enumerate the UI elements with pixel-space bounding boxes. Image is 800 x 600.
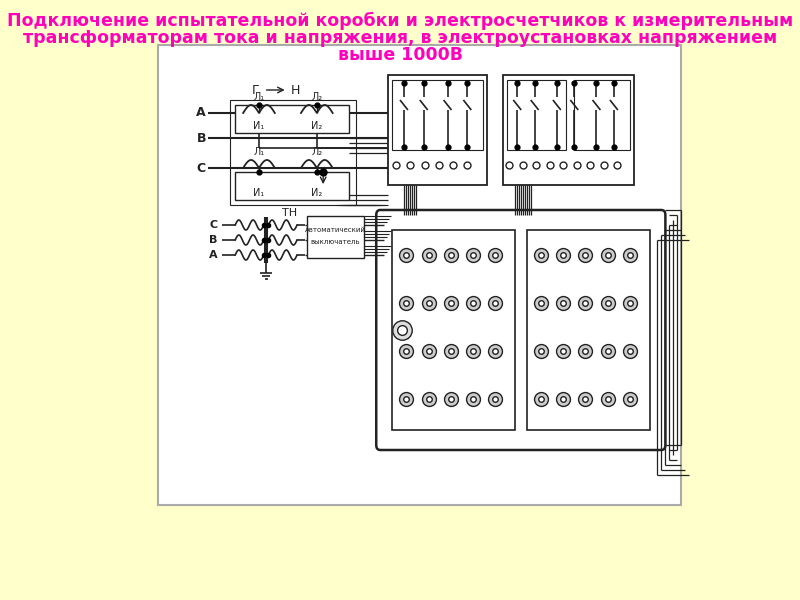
Text: Л₁: Л₁ bbox=[254, 147, 265, 157]
Text: Л₂: Л₂ bbox=[311, 92, 322, 102]
Text: В: В bbox=[197, 131, 206, 145]
Text: ТН: ТН bbox=[282, 208, 297, 218]
Text: Л₂: Л₂ bbox=[311, 147, 322, 157]
Text: выше 1000В: выше 1000В bbox=[338, 46, 462, 64]
Text: С: С bbox=[197, 161, 206, 175]
Bar bbox=[388, 75, 487, 185]
Text: Л₁: Л₁ bbox=[254, 92, 265, 102]
Bar bbox=[392, 230, 515, 430]
Bar bbox=[158, 45, 682, 505]
Text: А: А bbox=[209, 250, 218, 260]
Text: И₂: И₂ bbox=[311, 121, 322, 131]
Text: И₁: И₁ bbox=[254, 188, 265, 198]
FancyBboxPatch shape bbox=[376, 210, 666, 450]
Bar bbox=[503, 75, 634, 185]
Bar bbox=[235, 172, 349, 200]
Text: Н: Н bbox=[290, 83, 300, 97]
Bar bbox=[235, 105, 349, 133]
Text: Автоматический: Автоматический bbox=[305, 227, 366, 233]
Bar bbox=[507, 80, 566, 150]
Text: А: А bbox=[196, 107, 206, 119]
Text: Г: Г bbox=[252, 83, 260, 97]
Bar bbox=[392, 80, 483, 150]
Text: выключатель: выключатель bbox=[310, 239, 360, 245]
Bar bbox=[526, 230, 650, 430]
Text: И₁: И₁ bbox=[254, 121, 265, 131]
Text: трансформаторам тока и напряжения, в электроустановках напряжением: трансформаторам тока и напряжения, в эле… bbox=[23, 29, 777, 47]
Bar bbox=[574, 80, 630, 150]
Text: И₂: И₂ bbox=[311, 188, 322, 198]
Text: С: С bbox=[210, 220, 218, 230]
Bar bbox=[230, 100, 357, 205]
Bar bbox=[306, 216, 363, 258]
Text: Подключение испытательной коробки и электросчетчиков к измерительным: Подключение испытательной коробки и элек… bbox=[7, 12, 793, 30]
Text: В: В bbox=[210, 235, 218, 245]
